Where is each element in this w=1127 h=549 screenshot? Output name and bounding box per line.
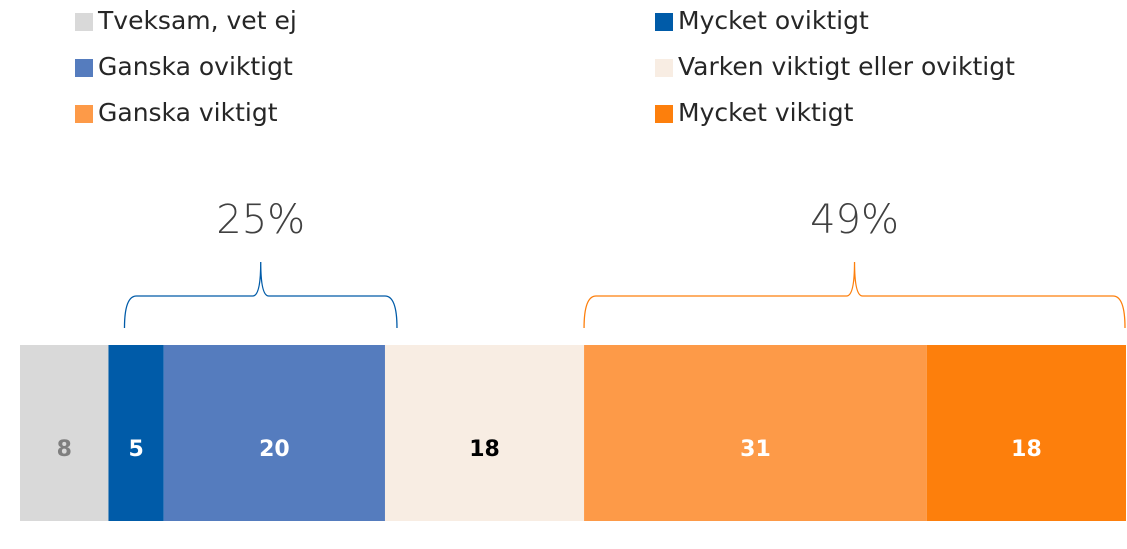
brace	[583, 261, 1126, 329]
bar-segment	[584, 345, 927, 521]
legend-label: Mycket oviktigt	[678, 6, 869, 35]
legend-label: Mycket viktigt	[678, 98, 854, 127]
legend-swatch	[655, 105, 673, 123]
annotation: 49%	[810, 197, 899, 243]
bar-segment	[384, 345, 585, 521]
bar-segment	[926, 345, 1126, 521]
bar-segment	[108, 345, 164, 521]
legend-label: Varken viktigt eller oviktigt	[678, 52, 1015, 81]
legend-swatch	[75, 59, 93, 77]
legend-swatch	[655, 59, 673, 77]
annotation: 25%	[216, 197, 305, 243]
data-label: 5	[128, 437, 143, 462]
legend-swatch	[75, 105, 93, 123]
data-label: 20	[259, 437, 290, 462]
data-label: 8	[57, 437, 72, 462]
legend-label: Tveksam, vet ej	[97, 6, 297, 35]
legend-swatch	[655, 13, 673, 31]
bar-segment	[163, 345, 385, 521]
data-label: 18	[469, 437, 500, 462]
legend-label: Ganska viktigt	[98, 98, 278, 127]
data-label: 18	[1011, 437, 1042, 462]
legend-swatch	[75, 13, 93, 31]
brace	[123, 261, 398, 329]
data-label: 31	[740, 437, 771, 462]
legend-label: Ganska oviktigt	[98, 52, 293, 81]
bar-segment	[20, 345, 109, 521]
